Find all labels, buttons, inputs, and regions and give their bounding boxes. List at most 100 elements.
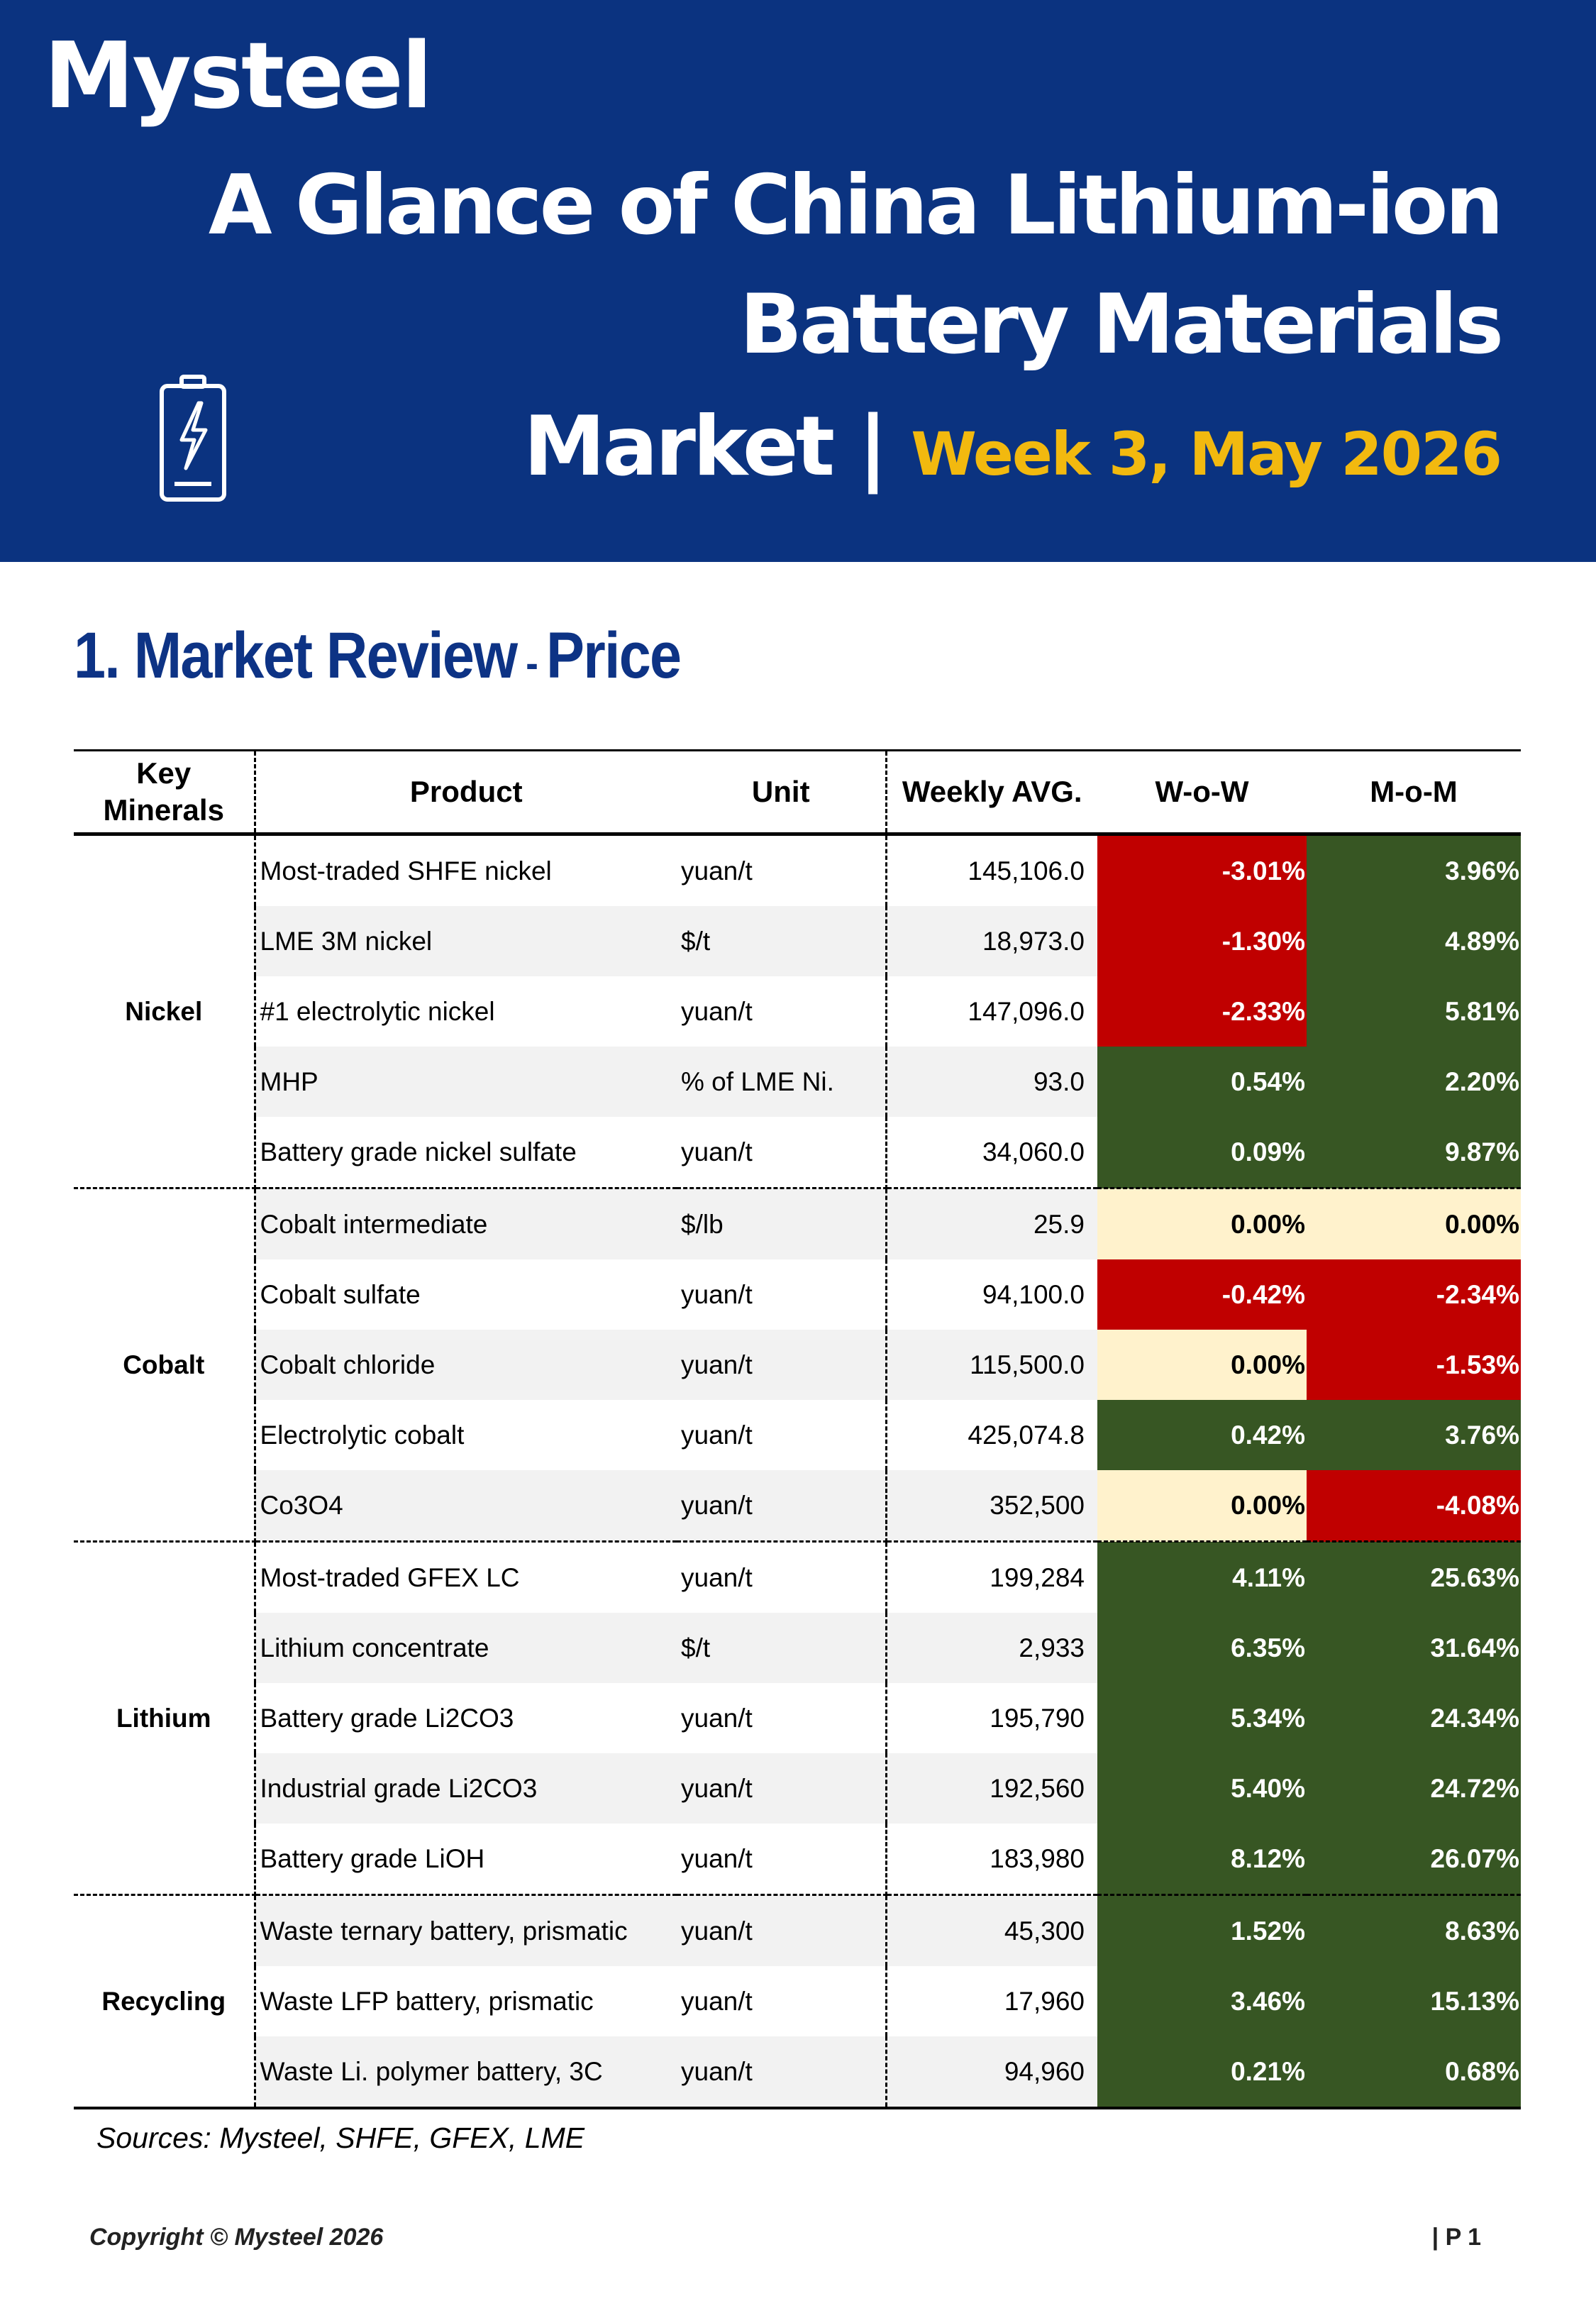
unit-cell: yuan/t [677,976,887,1047]
mineral-group-label: Recycling [74,1894,256,2109]
table-row: #1 electrolytic nickel yuan/t 147,096.0 -2.… [74,976,1521,1047]
report-title-line-3: Market | Week 3, May 2026 [523,406,1502,489]
wow-change-cell: 0.42% [1097,1400,1307,1470]
weekly-avg-cell: 192,560 [886,1753,1097,1824]
wow-change-cell: 4.11% [1097,1541,1307,1613]
mom-change-cell: 3.76% [1307,1400,1521,1470]
section-title-dash: - [516,639,546,687]
mom-change-cell: 8.63% [1307,1894,1521,1966]
mom-change-cell: -2.34% [1307,1259,1521,1330]
header-banner: Mysteel A Glance of China Lithium-ion Ba… [0,0,1596,562]
table-row: Waste Li. polymer battery, 3C yuan/t 94,96… [74,2036,1521,2109]
unit-cell: yuan/t [677,1259,887,1330]
wow-change-cell: 0.21% [1097,2036,1307,2109]
table-row: Cobalt Cobalt intermediate $/lb 25.9 0.00% 0.… [74,1188,1521,1543]
mineral-group-label: Nickel [74,834,256,1189]
table-row: Nickel Most-traded SHFE nickel yuan/t 145,1… [74,834,1521,1189]
table-row: Recycling Waste ternary battery, prismati… [74,1894,1521,2109]
product-cell: Battery grade Li2CO3 [260,1703,514,1733]
mom-change-cell: 0.68% [1307,2036,1521,2109]
product-cell: Most-traded SHFE nickel [260,856,552,886]
product-cell: MHP [255,1047,677,1117]
table-row: Lithium Most-traded GFEX LC yuan/t 199,284 4… [74,1541,1521,1896]
weekly-avg-cell: 34,060.0 [886,1117,1097,1189]
product-cell: LME 3M nickel [255,906,677,976]
mom-change-cell: 5.81% [1307,976,1521,1047]
mom-change-cell: 25.63% [1307,1541,1521,1613]
report-title-line-1: A Glance of China Lithium-ion [208,158,1504,253]
wow-change-cell: 0.00% [1097,1330,1307,1400]
wow-change-cell: 0.00% [1097,1470,1307,1543]
table-row: Waste LFP battery, prismatic yuan/t 17,960… [74,1966,1521,2036]
mom-change-cell: 0.00% [1307,1188,1521,1259]
weekly-avg-cell: 183,980 [886,1824,1097,1896]
wow-change-cell: 0.54% [1097,1047,1307,1117]
product-cell: Cobalt chloride [255,1330,677,1400]
table-row: Battery grade Li2CO3 yuan/t 195,790 5.34% 24… [74,1683,1521,1753]
table-row: Cobalt chloride yuan/t 115,500.0 0.00% -1.53… [74,1330,1521,1400]
wow-change-cell: 1.52% [1097,1894,1307,1966]
table-row: LME 3M nickel $/t 18,973.0 -1.30% 4.89% [74,906,1521,976]
product-cell: Waste ternary battery, prismatic [255,1894,677,1966]
weekly-avg-cell: 94,960 [886,2036,1097,2109]
product-cell: Battery grade LiOH [255,1824,677,1896]
weekly-avg-cell: 115,500.0 [886,1330,1097,1400]
header-unit: Unit [677,749,887,836]
mom-change-cell: -1.53% [1307,1330,1521,1400]
mom-change-cell: 31.64% [1307,1613,1521,1683]
sources-note: Sources: Mysteel, SHFE, GFEX, LME [96,2122,585,2154]
section-title-sub: Price [545,619,682,692]
wow-change-cell: -0.42% [1097,1259,1307,1330]
table-row: Industrial grade Li2CO3 yuan/t 192,560 5.40… [74,1753,1521,1824]
weekly-avg-cell: 25.9 [886,1188,1097,1259]
unit-cell: yuan/t [677,1330,887,1400]
table-row: Lithium concentrate $/t 2,933 6.35% 31.64% [74,1613,1521,1683]
report-title-market: Market | [523,399,888,495]
header-mom: M-o-M [1307,749,1521,836]
battery-charging-icon [160,375,226,502]
page-number: | P 1 [1431,2224,1481,2251]
wow-change-cell: -2.33% [1097,976,1307,1047]
product-cell: Battery grade nickel sulfate [255,1117,677,1189]
header-product: Product [255,749,677,836]
header-weekly-avg: Weekly AVG. [886,749,1097,836]
header-wow: W-o-W [1097,749,1307,836]
unit-cell: yuan/t [677,1470,887,1543]
report-week: Week 3, May 2026 [911,419,1502,489]
table-row: Battery grade LiOH yuan/t 183,980 8.12% 26.0… [74,1824,1521,1896]
mysteel-logo: Mysteel [44,23,433,129]
table-row: Battery grade nickel sulfate yuan/t 34,060… [74,1117,1521,1189]
wow-change-cell: 5.34% [1097,1683,1307,1753]
table-row: Co3O4 yuan/t 352,500 0.00% -4.08% [74,1470,1521,1543]
table-row: Electrolytic cobalt yuan/t 425,074.8 0.42% 3… [74,1400,1521,1470]
unit-cell: yuan/t [677,1117,887,1189]
wow-change-cell: -3.01% [1097,834,1307,906]
table-header-row: Key Minerals Product Unit Weekly AVG. W-… [74,749,1521,836]
mom-change-cell: 3.96% [1307,834,1521,906]
wow-change-cell: 0.09% [1097,1117,1307,1189]
wow-change-cell: -1.30% [1097,906,1307,976]
product-cell: Most-traded GFEX LC [260,1562,520,1592]
wow-change-cell: 5.40% [1097,1753,1307,1824]
weekly-avg-cell: 145,106.0 [968,856,1085,886]
unit-cell: yuan/t [677,1824,887,1896]
product-cell: Waste LFP battery, prismatic [260,1986,594,2016]
mom-change-cell: 2.20% [1307,1047,1521,1117]
weekly-avg-cell: 18,973.0 [886,906,1097,976]
report-title-line-2: Battery Materials [739,277,1504,373]
mineral-group-label: Cobalt [74,1188,256,1543]
weekly-avg-cell: 94,100.0 [982,1279,1085,1309]
copyright: Copyright © Mysteel 2026 [89,2224,384,2251]
weekly-avg-cell: 199,284 [990,1562,1085,1592]
section-title-main: 1. Market Review [74,619,518,692]
product-cell: Co3O4 [255,1470,677,1543]
weekly-avg-cell: 2,933 [886,1613,1097,1683]
product-cell: Cobalt intermediate [255,1188,677,1259]
unit-cell: yuan/t [677,1541,887,1613]
unit-cell: yuan/t [677,1753,887,1824]
price-table-body: Nickel Most-traded SHFE nickel yuan/t 145,1… [74,834,1521,2109]
table-row: Cobalt sulfate yuan/t 94,100.0 -0.42% -2.34% [74,1259,1521,1330]
mom-change-cell: 4.89% [1307,906,1521,976]
table-row: MHP% of LME Ni. 93.0 0.54% 2.20% [74,1047,1521,1117]
unit-cell: $/t [677,906,887,976]
